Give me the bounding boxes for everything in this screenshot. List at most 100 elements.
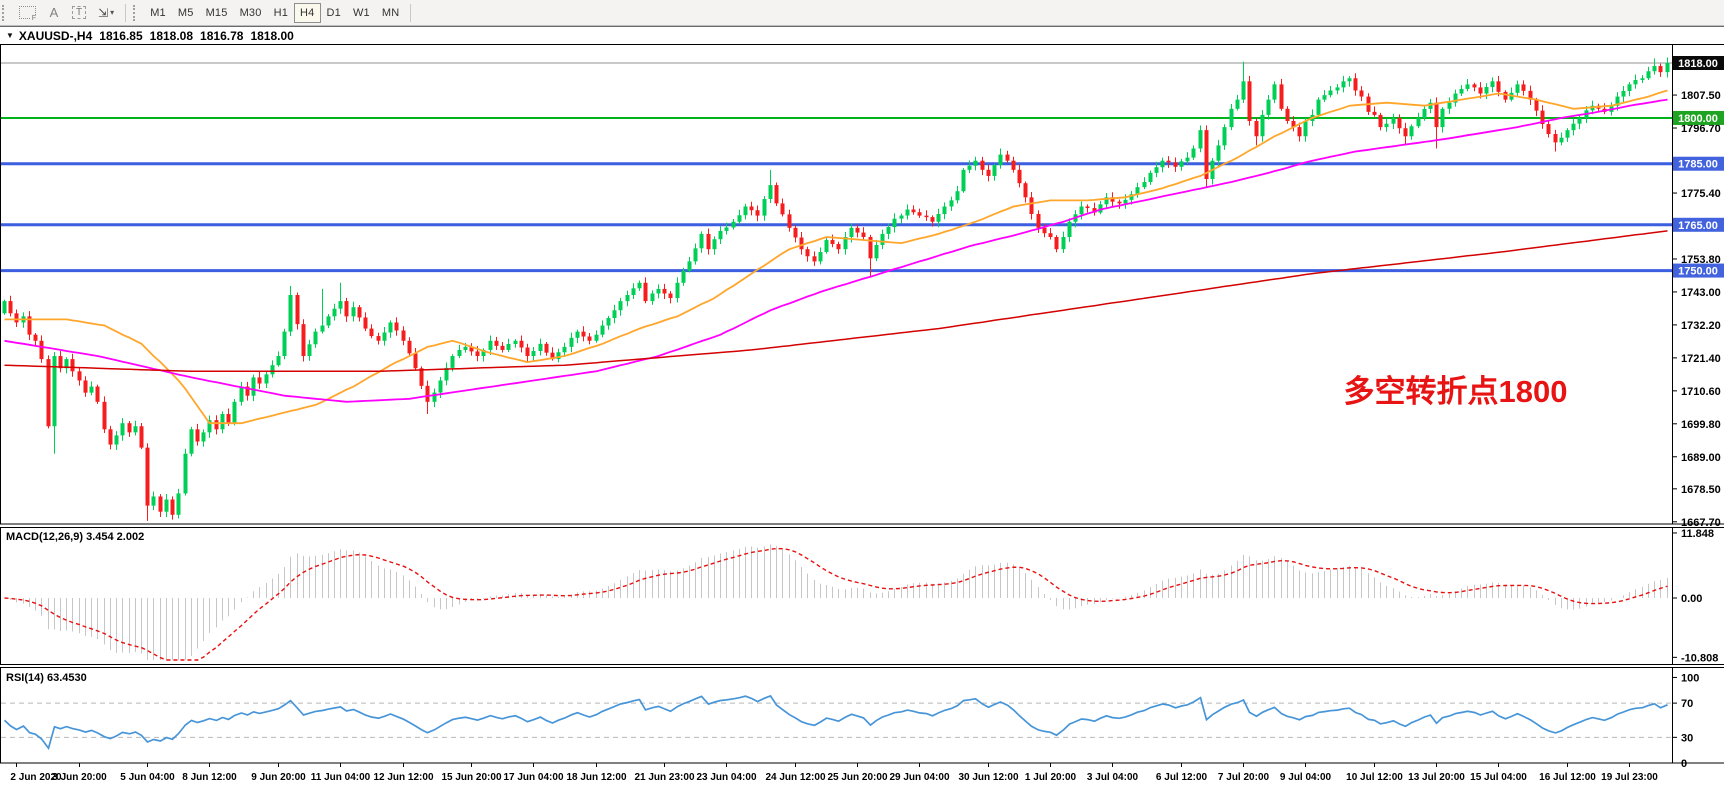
svg-text:11 Jun 04:00: 11 Jun 04:00 [311,772,371,783]
svg-text:9 Jul 04:00: 9 Jul 04:00 [1280,772,1332,783]
timeframe-button-M30[interactable]: M30 [239,6,262,19]
timeframe-button-H4[interactable]: H4 [294,2,321,23]
rsi-label: RSI(14) 63.4530 [6,672,87,684]
toolbar-grip-2[interactable] [133,4,140,21]
price-badge-1800.00: 1800.00 [1673,110,1724,125]
timeframe-button-H1[interactable]: H1 [273,6,289,19]
svg-text:-10.808: -10.808 [1681,652,1718,664]
svg-text:1699.80: 1699.80 [1681,419,1721,431]
svg-text:15 Jul 04:00: 15 Jul 04:00 [1470,772,1527,783]
toolbar-separator-2 [410,3,412,22]
svg-text:1 Jul 20:00: 1 Jul 20:00 [1025,772,1077,783]
price-badge-1785.00: 1785.00 [1673,156,1724,171]
svg-text:70: 70 [1681,698,1693,710]
dropdown-caret-icon[interactable]: ▾ [110,8,115,17]
svg-text:1710.60: 1710.60 [1681,386,1721,398]
timeframe-button-W1[interactable]: W1 [352,6,370,19]
svg-text:21 Jun 23:00: 21 Jun 23:00 [634,772,694,783]
svg-text:1689.00: 1689.00 [1681,452,1721,464]
svg-text:3 Jun 20:00: 3 Jun 20:00 [52,772,107,783]
timeframe-button-D1[interactable]: D1 [326,6,341,19]
timeframe-button-M15[interactable]: M15 [205,6,228,19]
current-price-badge: 1818.00 [1673,56,1724,70]
svg-text:30: 30 [1681,732,1693,744]
quote-low: 1816.78 [200,28,244,43]
text-label-tool-button[interactable]: T [66,3,92,23]
svg-text:18 Jun 12:00: 18 Jun 12:00 [566,772,626,783]
svg-text:1743.00: 1743.00 [1681,287,1721,299]
svg-text:1800.00: 1800.00 [1678,113,1718,125]
svg-text:1667.70: 1667.70 [1681,517,1721,529]
svg-text:5 Jun 04:00: 5 Jun 04:00 [120,772,175,783]
quote-high: 1818.08 [149,28,194,43]
svg-text:1796.70: 1796.70 [1681,123,1721,135]
svg-text:7 Jul 20:00: 7 Jul 20:00 [1218,772,1270,783]
svg-text:12 Jun 12:00: 12 Jun 12:00 [373,772,433,783]
svg-text:13 Jul 20:00: 13 Jul 20:00 [1408,772,1465,783]
macd-indicator-pane: MACD(12,26,9) 3.454 2.002 11.848 0.00 -10.8… [4,528,1718,664]
svg-text:11.848: 11.848 [1681,528,1714,540]
svg-text:1753.80: 1753.80 [1681,254,1721,266]
ma-mid-magenta [4,98,1668,403]
price-badge-1750.00: 1750.00 [1673,263,1724,278]
svg-text:3 Jul 04:00: 3 Jul 04:00 [1087,772,1139,783]
quote-open: 1816.85 [99,28,143,43]
top-toolbar: F A T ⇲ ▾ M1 M5 M15 M30 H1 H4 D1 W1 MN [0,0,1724,26]
price-axis: 1807.50 1796.70 1775.40 1753.80 1743.00 1732.… [1673,56,1724,529]
svg-text:16 Jul 12:00: 16 Jul 12:00 [1539,772,1596,783]
svg-text:1721.40: 1721.40 [1681,353,1721,365]
ma-slow-red [4,230,1668,373]
svg-text:8 Jun 12:00: 8 Jun 12:00 [182,772,237,783]
rsi-indicator-pane: RSI(14) 63.4530 100 70 30 0 [1,672,1699,770]
svg-text:10 Jul 12:00: 10 Jul 12:00 [1346,772,1403,783]
svg-text:0.00: 0.00 [1681,593,1702,605]
svg-text:1775.40: 1775.40 [1681,188,1721,200]
svg-text:29 Jun 04:00: 29 Jun 04:00 [889,772,949,783]
svg-text:30 Jun 12:00: 30 Jun 12:00 [958,772,1018,783]
chart-quote-bar: ▼ XAUUSD-,H4 1816.85 1818.08 1816.78 181… [0,26,1724,44]
candlestick-series [2,57,1670,521]
svg-text:1678.50: 1678.50 [1681,484,1721,496]
svg-text:0: 0 [1681,758,1687,770]
svg-text:25 Jun 20:00: 25 Jun 20:00 [827,772,887,783]
svg-text:1818.00: 1818.00 [1678,58,1718,70]
svg-text:6 Jul 12:00: 6 Jul 12:00 [1156,772,1208,783]
symbol-title: XAUUSD-,H4 [18,28,93,43]
svg-text:100: 100 [1681,672,1699,684]
arrow-objects-icon: ⇲ [98,5,109,20]
chart-annotation-text[interactable]: 多空转折点1800 [1344,374,1568,409]
price-badge-1765.00: 1765.00 [1673,217,1724,232]
quote-close: 1818.00 [250,28,294,43]
svg-text:1807.50: 1807.50 [1681,90,1721,102]
toolbar-separator [125,3,127,22]
svg-text:19 Jul 23:00: 19 Jul 23:00 [1601,772,1658,783]
timeframe-button-M5[interactable]: M5 [177,6,194,19]
svg-text:1785.00: 1785.00 [1678,159,1718,171]
timeframe-button-MN[interactable]: MN [381,6,400,19]
svg-text:15 Jun 20:00: 15 Jun 20:00 [441,772,501,783]
arrow-objects-button[interactable]: ⇲ ▾ [92,3,120,23]
svg-text:1732.20: 1732.20 [1681,320,1721,332]
svg-text:1750.00: 1750.00 [1678,266,1718,278]
svg-text:2 Jun 2020: 2 Jun 2020 [10,772,62,783]
symbol-dropdown-icon[interactable]: ▼ [6,31,14,40]
snap-grid-icon: F [19,6,36,22]
snap-grid-button[interactable]: F [13,3,42,23]
timeframe-button-M1[interactable]: M1 [150,6,166,19]
ma-fast-orange [4,89,1668,425]
svg-text:17 Jun 04:00: 17 Jun 04:00 [503,772,563,783]
svg-text:9 Jun 20:00: 9 Jun 20:00 [251,772,306,783]
macd-label: MACD(12,26,9) 3.454 2.002 [6,531,144,543]
svg-text:23 Jun 04:00: 23 Jun 04:00 [696,772,756,783]
text-label-icon: T [72,6,87,19]
toolbar-grip[interactable] [2,4,9,21]
svg-text:24 Jun 12:00: 24 Jun 12:00 [765,772,825,783]
timeframe-button-group: M1 M5 M15 M30 H1 H4 D1 W1 MN [144,2,405,23]
text-icon: A [49,5,59,20]
text-tool-button[interactable]: A [42,3,66,23]
svg-text:1765.00: 1765.00 [1678,220,1718,232]
rsi-line [3,694,1668,751]
